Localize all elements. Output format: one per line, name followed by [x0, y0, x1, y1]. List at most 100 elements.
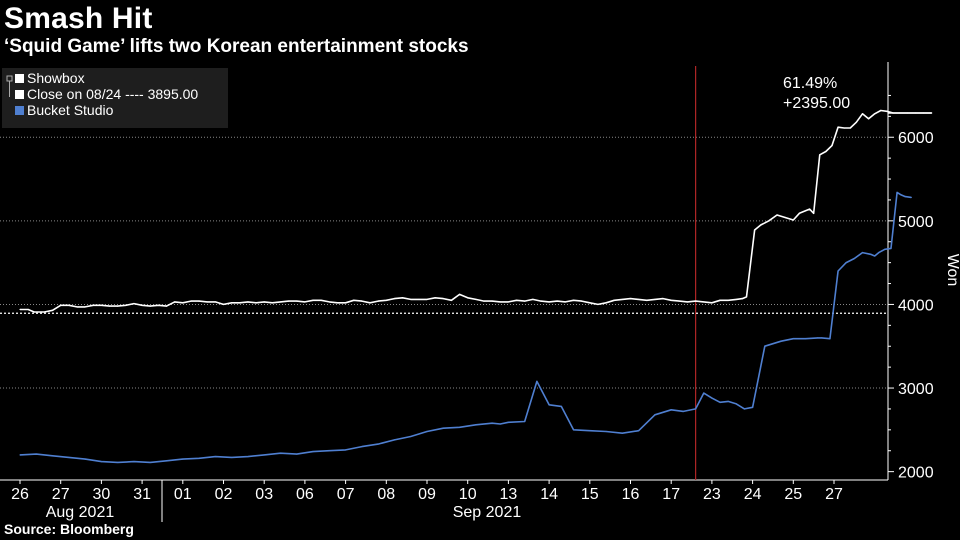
data-point-showbox	[157, 304, 159, 306]
data-point-bucket-studio	[393, 439, 396, 441]
data-point-bucket-studio	[133, 461, 135, 463]
data-point-showbox	[133, 303, 135, 305]
data-point-bucket-studio	[853, 257, 855, 260]
data-point-showbox	[727, 299, 729, 301]
data-point-showbox	[867, 118, 870, 120]
data-point-bucket-studio	[263, 454, 265, 456]
data-point-showbox	[206, 301, 208, 303]
data-point-bucket-studio	[670, 409, 672, 411]
data-point-showbox	[507, 301, 509, 303]
legend-entry: Showbox	[27, 70, 85, 86]
x-tick-label: 26	[11, 486, 29, 503]
data-point-bucket-studio	[361, 445, 363, 448]
data-point-bucket-studio	[861, 252, 864, 254]
x-tick-label: 27	[825, 486, 843, 503]
data-point-showbox	[804, 210, 807, 212]
data-point-showbox	[353, 299, 355, 301]
data-point-showbox	[426, 298, 428, 301]
data-point-bucket-studio	[870, 253, 872, 255]
series-line-showbox	[20, 109, 932, 313]
data-point-showbox	[418, 298, 420, 301]
data-point-bucket-studio	[621, 432, 623, 434]
data-point-showbox	[703, 301, 705, 303]
x-tick-label: 06	[296, 486, 314, 503]
data-point-bucket-studio	[68, 456, 70, 459]
data-point-showbox	[499, 301, 501, 303]
x-tick-label: 17	[662, 486, 680, 503]
data-point-showbox	[670, 299, 672, 301]
data-point-showbox	[393, 297, 396, 300]
data-point-showbox	[475, 298, 477, 301]
data-point-bucket-studio	[345, 449, 347, 451]
data-point-bucket-studio	[572, 429, 575, 431]
gridlines	[0, 136, 888, 389]
data-point-showbox	[572, 299, 575, 301]
data-point-showbox	[385, 299, 387, 301]
x-tick-label: 07	[337, 486, 355, 503]
annotations: 61.49% +2395.00	[783, 75, 932, 114]
data-point-showbox	[51, 309, 54, 311]
data-point-showbox	[686, 301, 689, 303]
data-point-showbox	[524, 300, 526, 302]
data-point-showbox	[263, 301, 265, 303]
data-point-showbox	[629, 297, 632, 300]
x-tick-label: 30	[93, 486, 111, 503]
data-point-showbox	[320, 299, 322, 301]
data-point-showbox	[831, 145, 833, 147]
y-axis: 2000 3000 4000 5000 6000 Won	[887, 62, 960, 482]
x-tick-label: 08	[377, 486, 395, 503]
data-point-showbox	[19, 308, 21, 311]
data-point-showbox	[467, 297, 469, 299]
data-point-showbox	[198, 300, 200, 302]
data-point-showbox	[784, 216, 786, 219]
data-point-bucket-studio	[51, 455, 54, 457]
data-point-showbox	[68, 304, 70, 306]
data-point-showbox	[874, 113, 876, 115]
y-tick-label: 5000	[898, 214, 934, 231]
y-tick-label: 2000	[898, 465, 934, 482]
data-point-bucket-studio	[817, 337, 819, 339]
x-tick-label: 10	[459, 486, 477, 503]
data-point-bucket-studio	[780, 340, 782, 342]
data-point-showbox	[271, 302, 273, 304]
data-point-showbox	[760, 224, 762, 226]
data-point-showbox	[361, 300, 363, 302]
data-point-showbox	[792, 219, 794, 221]
data-point-bucket-studio	[458, 426, 461, 428]
data-point-showbox	[328, 301, 330, 303]
data-point-bucket-studio	[654, 414, 656, 416]
data-point-showbox	[222, 303, 225, 306]
month-label: Sep 2021	[453, 504, 522, 521]
data-point-bucket-studio	[536, 380, 538, 382]
series-group	[0, 66, 933, 480]
data-point-bucket-studio	[149, 461, 151, 464]
data-point-bucket-studio	[296, 453, 298, 455]
chart-title: Smash Hit	[4, 2, 153, 35]
data-point-showbox	[556, 300, 558, 302]
data-point-bucket-studio	[214, 455, 216, 458]
data-point-bucket-studio	[900, 194, 902, 196]
data-point-showbox	[288, 300, 290, 302]
data-point-showbox	[837, 126, 839, 128]
data-point-bucket-studio	[499, 423, 501, 425]
data-point-showbox	[165, 305, 168, 307]
data-point-bucket-studio	[884, 248, 886, 250]
data-point-showbox	[741, 297, 744, 300]
x-tick-label: 13	[500, 486, 518, 503]
data-point-showbox	[76, 306, 78, 308]
data-point-bucket-studio	[410, 435, 412, 438]
data-point-bucket-studio	[548, 404, 550, 406]
legend-box	[2, 68, 228, 128]
data-point-bucket-studio	[117, 461, 119, 464]
data-point-bucket-studio	[231, 456, 233, 459]
data-point-bucket-studio	[247, 455, 249, 458]
data-point-showbox	[401, 297, 404, 299]
data-point-bucket-studio	[100, 461, 102, 463]
y-tick-label: 3000	[898, 381, 934, 398]
data-point-showbox	[312, 299, 314, 301]
data-point-showbox	[377, 300, 379, 302]
data-point-showbox	[255, 302, 257, 304]
x-tick-label: 02	[215, 486, 233, 503]
data-point-bucket-studio	[804, 338, 807, 340]
